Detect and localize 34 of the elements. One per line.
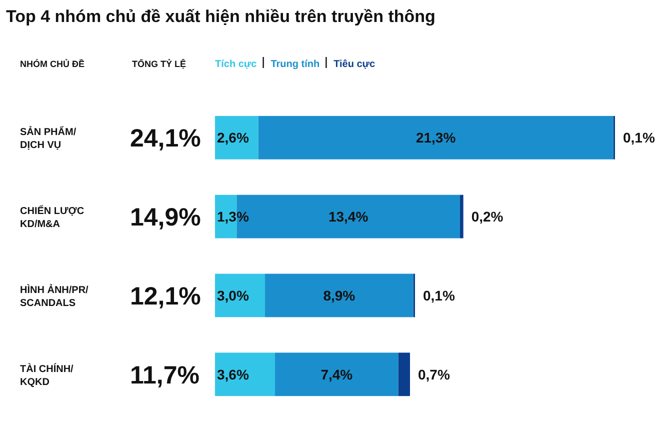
bar: [398, 352, 410, 396]
data-label: 0,7%: [418, 366, 450, 382]
data-label: 3,0%: [217, 287, 250, 304]
bar: [258, 116, 614, 160]
bar: [215, 116, 258, 160]
text: NHÓM CHỦ ĐỀ: [20, 58, 84, 69]
bar: [460, 194, 464, 238]
bar: [215, 274, 265, 318]
y-tick-label: SẢN PHẨM/ DỊCH VỤ: [20, 126, 76, 152]
total-label: 12,1%: [130, 282, 201, 310]
bar: [265, 274, 414, 318]
bar: [215, 352, 275, 396]
chart-title: Top 4 nhóm chủ đề xuất hiện nhiều trên truyền thông: [6, 7, 436, 26]
text: Tiêu cực: [334, 59, 376, 70]
data-label: 21,3%: [416, 130, 456, 146]
y-tick-label: TÀI CHÍNH/ KQKD: [20, 362, 74, 388]
data-label: 13,4%: [328, 208, 369, 225]
data-label: 3,6%: [217, 366, 250, 382]
data-label: 0,2%: [471, 208, 504, 225]
data-label: 8,9%: [323, 287, 356, 304]
total-label: 14,9%: [130, 204, 201, 232]
y-tick-label: CHIẾN LƯỢC KD/M&A: [20, 205, 84, 230]
total-label: 11,7%: [130, 361, 200, 390]
text: Tích cực: [215, 59, 258, 70]
text: TỔNG TỶ LỆ: [132, 58, 186, 69]
data-label: 0,1%: [623, 130, 656, 146]
bar: [275, 352, 398, 396]
total-label: 24,1%: [130, 124, 201, 153]
data-label: 0,1%: [423, 287, 456, 304]
data-label: 2,6%: [217, 130, 250, 146]
y-tick-label: HÌNH ẢNH/PR/ SCANDALS: [20, 284, 89, 309]
text: Trung tính: [270, 59, 320, 70]
data-label: 7,4%: [320, 366, 354, 382]
data-label: 1,3%: [217, 208, 250, 225]
